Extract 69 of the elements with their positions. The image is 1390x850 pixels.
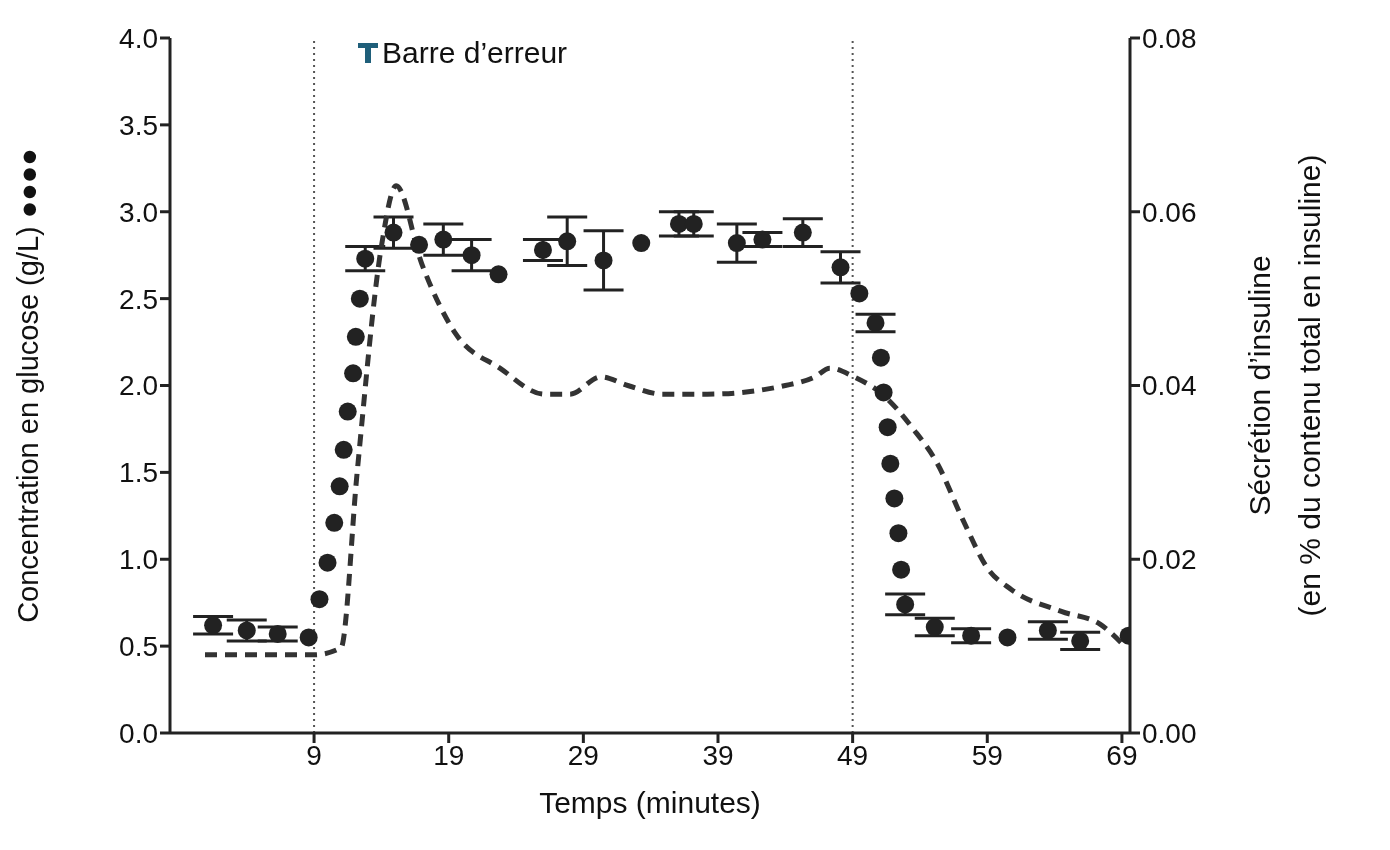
- point: [889, 524, 908, 543]
- point: [410, 235, 429, 254]
- point: [558, 232, 577, 251]
- point: [632, 234, 651, 253]
- y-tick-label: 0.0: [119, 717, 158, 749]
- x-tick-label: 49: [837, 739, 869, 771]
- point: [318, 553, 337, 572]
- point: [878, 418, 897, 437]
- y-tick-label: 3.0: [119, 196, 158, 228]
- point: [998, 628, 1017, 647]
- y-axis-title: Concentration en glucose (g/L) ●●●●: [12, 148, 45, 623]
- point: [753, 230, 772, 249]
- y-tick-label: 4.0: [119, 22, 158, 54]
- point: [866, 313, 885, 332]
- x-axis-title: Temps (minutes): [539, 786, 761, 819]
- x-tick-label: 19: [433, 739, 465, 771]
- point: [793, 223, 812, 242]
- point: [268, 624, 287, 643]
- point: [881, 454, 900, 473]
- y-tick-label: 2.0: [119, 370, 158, 402]
- point: [925, 618, 944, 637]
- point: [384, 223, 403, 242]
- point: [299, 628, 318, 647]
- point: [350, 289, 369, 308]
- y2-axis-title: Sécrétion d’insuline (en % du contenu total en insuline): [1243, 154, 1326, 617]
- y-tick-label: 1.0: [119, 544, 158, 576]
- y2-tick-label: 0.04: [1142, 370, 1197, 402]
- point: [346, 327, 365, 346]
- y2-tick-label: 0.06: [1142, 196, 1197, 228]
- point: [325, 513, 344, 532]
- point: [892, 560, 911, 579]
- y-tick-label: 0.5: [119, 631, 158, 663]
- y-tick-label: 2.5: [119, 283, 158, 315]
- point: [237, 621, 256, 640]
- x-tick-label: 69: [1106, 739, 1138, 771]
- point: [850, 284, 869, 303]
- point: [330, 477, 349, 496]
- point: [489, 265, 508, 284]
- point: [874, 383, 893, 402]
- point: [669, 214, 688, 233]
- annotation: Barre d’erreur: [382, 36, 568, 70]
- point: [462, 246, 481, 265]
- y2-tick-label: 0.02: [1142, 544, 1197, 576]
- point: [533, 240, 552, 259]
- x-tick-label: 59: [971, 739, 1003, 771]
- point: [356, 249, 375, 268]
- point: [962, 626, 981, 645]
- point: [896, 595, 915, 614]
- point: [338, 402, 357, 421]
- point: [344, 364, 363, 383]
- point: [1071, 631, 1090, 650]
- point: [727, 234, 746, 253]
- y-tick-label: 3.5: [119, 109, 158, 141]
- y2-tick-label: 0.00: [1142, 717, 1197, 749]
- x-tick-label: 39: [702, 739, 734, 771]
- point: [831, 258, 850, 277]
- point: [310, 590, 329, 609]
- x-tick-label: 9: [306, 739, 322, 771]
- point: [885, 489, 904, 508]
- y-tick-label: 1.5: [119, 457, 158, 489]
- point: [684, 214, 703, 233]
- point: [334, 440, 353, 459]
- point: [594, 251, 613, 270]
- point: [204, 616, 223, 635]
- point: [434, 230, 453, 249]
- y2-tick-label: 0.08: [1142, 22, 1197, 54]
- point: [871, 348, 890, 367]
- point: [1038, 621, 1057, 640]
- x-tick-label: 29: [567, 739, 599, 771]
